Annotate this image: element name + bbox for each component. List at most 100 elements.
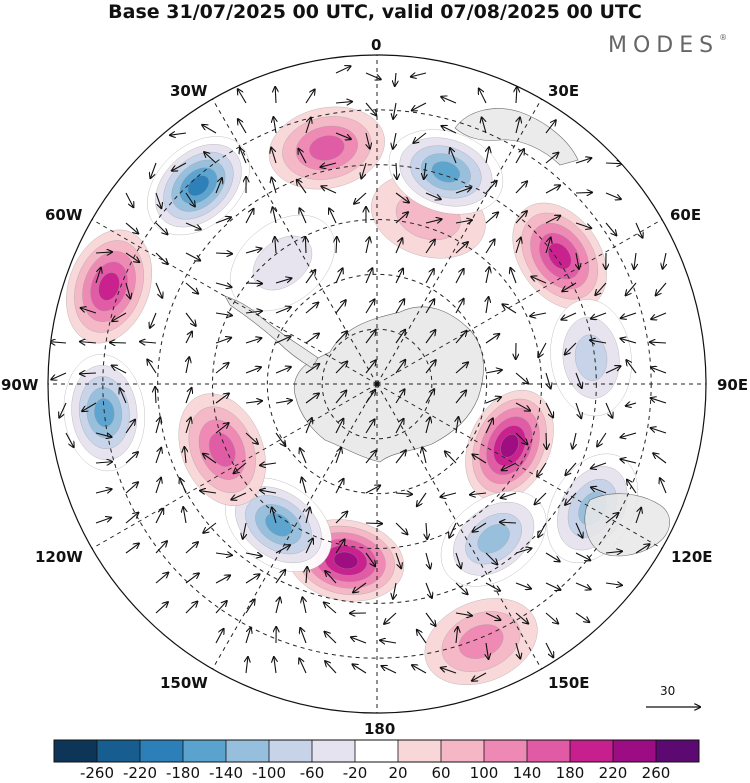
wind-arrow — [186, 357, 189, 374]
wind-arrow — [565, 462, 577, 475]
wind-arrow — [605, 192, 621, 199]
wind-arrow — [395, 493, 412, 494]
wind-arrow — [621, 432, 637, 437]
wind-arrow — [486, 642, 488, 659]
wind-arrow — [515, 432, 527, 444]
wind-arrow — [300, 208, 307, 224]
wind-arrow — [273, 207, 276, 224]
colorbar-label: -180 — [165, 764, 201, 782]
wind-arrow — [635, 508, 641, 524]
wind-arrow — [125, 482, 138, 494]
wind-arrow — [545, 642, 553, 657]
wind-arrow — [305, 270, 315, 284]
wind-arrow — [470, 493, 487, 495]
wind-arrow — [576, 252, 579, 269]
wind-arrow — [605, 366, 620, 374]
wind-arrow — [395, 72, 396, 86]
wind-arrow — [531, 277, 547, 284]
wind-arrow — [545, 372, 551, 388]
wind-arrow — [305, 303, 318, 314]
wind-arrow — [486, 297, 489, 314]
wind-arrow — [479, 89, 487, 104]
wind-arrow — [215, 601, 227, 614]
wind-arrow — [335, 102, 352, 103]
wind-arrow — [515, 642, 520, 658]
wind-arrow — [353, 582, 367, 592]
wind-arrow — [335, 391, 346, 404]
wind-arrow — [170, 133, 187, 135]
wind-arrow — [515, 211, 527, 224]
wind-arrow — [238, 89, 247, 104]
wind-arrow — [412, 102, 427, 110]
colorbar-swatch — [183, 740, 226, 762]
wind-arrow — [351, 637, 367, 644]
wind-arrow — [65, 432, 74, 447]
wind-arrow — [365, 523, 382, 524]
wind-arrow — [515, 372, 528, 383]
wind-arrow — [203, 454, 217, 464]
wind-arrow — [215, 393, 229, 404]
wind-arrow — [651, 367, 667, 374]
colorbar-swatch — [355, 740, 398, 762]
wind-arrow — [335, 268, 343, 284]
colorbar-frame — [53, 739, 700, 763]
wind-arrow — [275, 237, 276, 254]
wind-arrow — [384, 612, 397, 624]
wind-arrow — [621, 312, 637, 318]
wind-arrow — [365, 330, 376, 344]
wind-arrow — [273, 117, 276, 134]
wind-arrow — [425, 269, 434, 284]
wind-arrow — [215, 553, 232, 555]
anomaly-contour — [309, 135, 345, 161]
wind-arrow — [485, 419, 493, 434]
colorbar-swatch — [97, 740, 140, 762]
wind-arrow — [425, 582, 432, 598]
wind-arrow — [95, 252, 112, 253]
wind-arrow — [238, 119, 247, 134]
wind-arrow — [215, 313, 232, 315]
wind-reference-label: 30 — [660, 684, 676, 698]
wind-arrow — [562, 282, 577, 291]
wind-arrow — [302, 597, 306, 614]
wind-arrow — [305, 418, 312, 434]
wind-arrow — [651, 428, 667, 434]
wind-arrow — [95, 268, 101, 284]
wind-arrow — [425, 330, 435, 344]
wind-arrow — [275, 336, 291, 344]
wind-arrow — [325, 571, 337, 584]
wind-arrow — [185, 222, 201, 229]
wind-arrow — [515, 402, 530, 411]
colorbar-label: 220 — [598, 764, 628, 782]
wind-arrow — [300, 448, 307, 464]
wind-arrow — [365, 419, 375, 434]
colorbar-label: 180 — [555, 764, 585, 782]
wind-arrow — [425, 612, 435, 626]
wind-arrow — [125, 513, 138, 524]
wind-arrow — [485, 370, 502, 373]
lon-label-0: 0 — [371, 36, 382, 54]
wind-arrow — [204, 152, 217, 164]
wind-arrow — [185, 602, 197, 614]
antarctic-peninsula — [224, 295, 319, 369]
wind-arrow — [651, 398, 667, 404]
wind-arrow — [455, 242, 468, 254]
wind-arrow — [275, 307, 291, 314]
wind-arrow — [545, 612, 558, 624]
wind-arrow — [272, 508, 277, 524]
wind-arrow — [361, 162, 367, 178]
wind-arrow — [366, 237, 370, 254]
colorbar-swatch — [269, 740, 312, 762]
wind-arrow — [545, 552, 560, 561]
wind-arrow — [150, 162, 157, 178]
wind-arrow — [335, 539, 345, 554]
wind-arrow — [660, 478, 667, 494]
colorbar-label: 100 — [469, 764, 499, 782]
wind-arrow — [455, 269, 464, 284]
colorbar-label: 60 — [431, 764, 451, 782]
wind-arrow — [245, 209, 253, 224]
latitude-circle — [266, 273, 488, 495]
wind-arrow — [425, 219, 442, 223]
wind-arrow — [502, 304, 517, 314]
wind-arrow — [450, 148, 457, 164]
wind-arrow — [545, 120, 556, 134]
